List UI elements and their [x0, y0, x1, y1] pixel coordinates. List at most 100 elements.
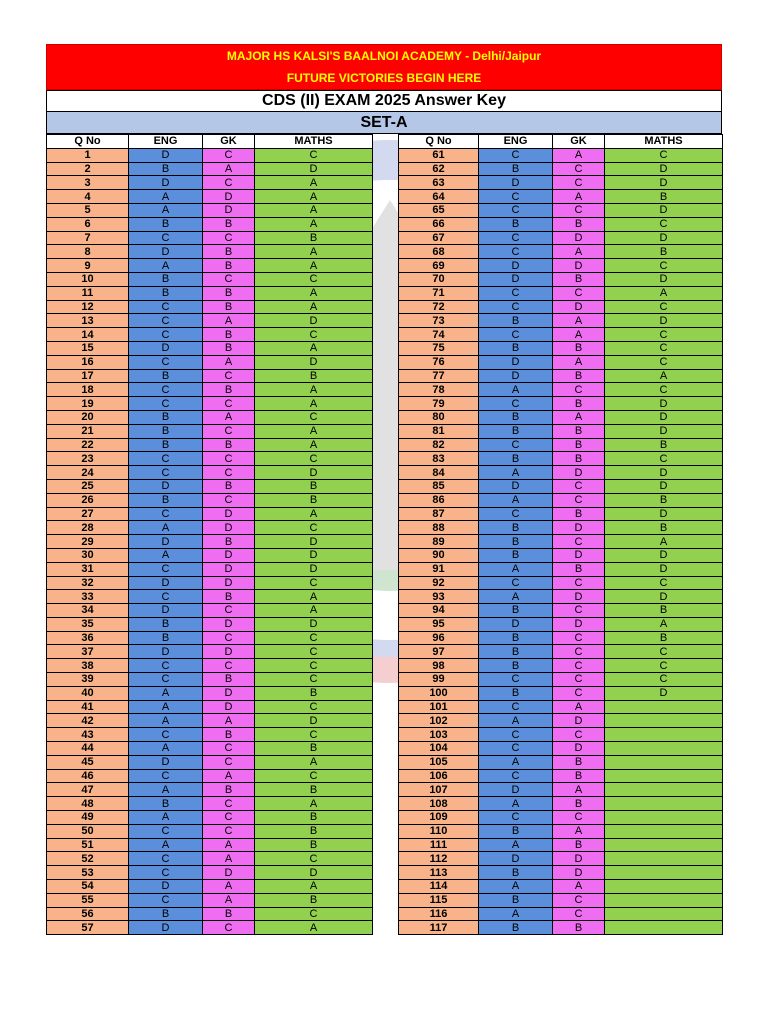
gk-answer: D — [552, 520, 605, 536]
question-number: 14 — [46, 327, 129, 342]
maths-answer: C — [604, 258, 723, 273]
eng-answer: B — [478, 630, 553, 646]
gk-answer: C — [202, 603, 255, 618]
question-number: 108 — [398, 796, 479, 812]
eng-answer: C — [478, 299, 553, 315]
question-number: 19 — [46, 396, 129, 411]
table-row: 64 C A B — [398, 189, 723, 204]
maths-answer: D — [604, 561, 723, 577]
eng-answer: D — [128, 534, 203, 549]
question-number: 12 — [46, 299, 129, 315]
gk-answer: C — [202, 271, 255, 287]
question-number: 109 — [398, 810, 479, 825]
question-number: 81 — [398, 423, 479, 439]
gk-answer: A — [552, 313, 605, 329]
gk-answer: C — [552, 685, 605, 701]
question-number: 90 — [398, 547, 479, 563]
maths-answer: C — [604, 299, 723, 315]
question-number: 22 — [46, 437, 129, 453]
table-row: 93 A D D — [398, 589, 723, 605]
table-row: 51 A A B — [46, 837, 373, 853]
eng-answer: B — [128, 423, 203, 439]
maths-answer: A — [254, 603, 373, 618]
gk-answer: B — [202, 299, 255, 315]
maths-answer: B — [604, 244, 723, 260]
gk-answer: D — [552, 589, 605, 605]
table-row: 112 D D — [398, 851, 723, 867]
question-number: 97 — [398, 644, 479, 660]
table-row: 85 D C D — [398, 478, 723, 494]
gk-answer: D — [202, 547, 255, 563]
table-row: 43 C B C — [46, 727, 373, 743]
question-number: 70 — [398, 271, 479, 287]
col-header-eng: ENG — [128, 134, 203, 149]
gk-answer: B — [202, 244, 255, 260]
gk-answer: B — [552, 340, 605, 356]
table-row: 62 B C D — [398, 161, 723, 177]
question-number: 89 — [398, 534, 479, 549]
gk-answer: A — [202, 713, 255, 729]
question-number: 28 — [46, 520, 129, 536]
table-row: 108 A B — [398, 796, 723, 812]
maths-answer: C — [254, 699, 373, 715]
eng-answer: B — [478, 534, 553, 549]
eng-answer: A — [478, 754, 553, 770]
eng-answer: D — [478, 782, 553, 798]
eng-answer: C — [478, 741, 553, 756]
eng-answer: C — [478, 147, 553, 163]
question-number: 77 — [398, 368, 479, 384]
eng-answer: C — [128, 561, 203, 577]
eng-answer: A — [478, 465, 553, 480]
eng-answer: C — [478, 189, 553, 204]
table-row: 117 B B — [398, 920, 723, 936]
question-number: 24 — [46, 465, 129, 480]
eng-answer: B — [128, 161, 203, 177]
eng-answer: C — [128, 327, 203, 342]
table-row: 23 C C C — [46, 451, 373, 467]
table-row: 19 C C A — [46, 396, 373, 411]
table-row: 29 D B D — [46, 534, 373, 549]
eng-answer: C — [128, 892, 203, 908]
table-row: 61 C A C — [398, 147, 723, 163]
eng-answer: C — [478, 327, 553, 342]
gk-answer: C — [552, 492, 605, 508]
question-number: 66 — [398, 216, 479, 232]
maths-answer: C — [254, 271, 373, 287]
table-row: 88 B D B — [398, 520, 723, 536]
table-row: 76 D A C — [398, 354, 723, 370]
maths-answer: B — [254, 823, 373, 839]
table-row: 70 D B D — [398, 271, 723, 287]
eng-answer: B — [478, 409, 553, 425]
maths-answer — [604, 851, 723, 867]
question-number: 84 — [398, 465, 479, 480]
maths-answer — [604, 754, 723, 770]
table-row: 24 C C D — [46, 465, 373, 480]
gk-answer: D — [552, 547, 605, 563]
eng-answer: C — [128, 851, 203, 867]
question-number: 45 — [46, 754, 129, 770]
maths-answer: C — [254, 851, 373, 867]
table-row: 97 B C C — [398, 644, 723, 660]
eng-answer: A — [128, 699, 203, 715]
eng-answer: B — [478, 603, 553, 618]
eng-answer: B — [128, 796, 203, 812]
table-row: 10 B C C — [46, 271, 373, 287]
question-number: 43 — [46, 727, 129, 743]
eng-answer: A — [128, 202, 203, 218]
table-row: 115 B C — [398, 892, 723, 908]
question-number: 93 — [398, 589, 479, 605]
gk-answer: D — [202, 561, 255, 577]
question-number: 75 — [398, 340, 479, 356]
table-row: 40 A D B — [46, 685, 373, 701]
maths-answer — [604, 837, 723, 853]
eng-answer: B — [128, 906, 203, 922]
table-row: 114 A A — [398, 879, 723, 894]
gk-answer: B — [202, 906, 255, 922]
gk-answer: C — [202, 368, 255, 384]
gk-answer: C — [202, 823, 255, 839]
eng-answer: D — [128, 575, 203, 591]
maths-answer: D — [254, 547, 373, 563]
maths-answer: D — [254, 313, 373, 329]
question-number: 78 — [398, 382, 479, 398]
eng-answer: C — [478, 727, 553, 743]
